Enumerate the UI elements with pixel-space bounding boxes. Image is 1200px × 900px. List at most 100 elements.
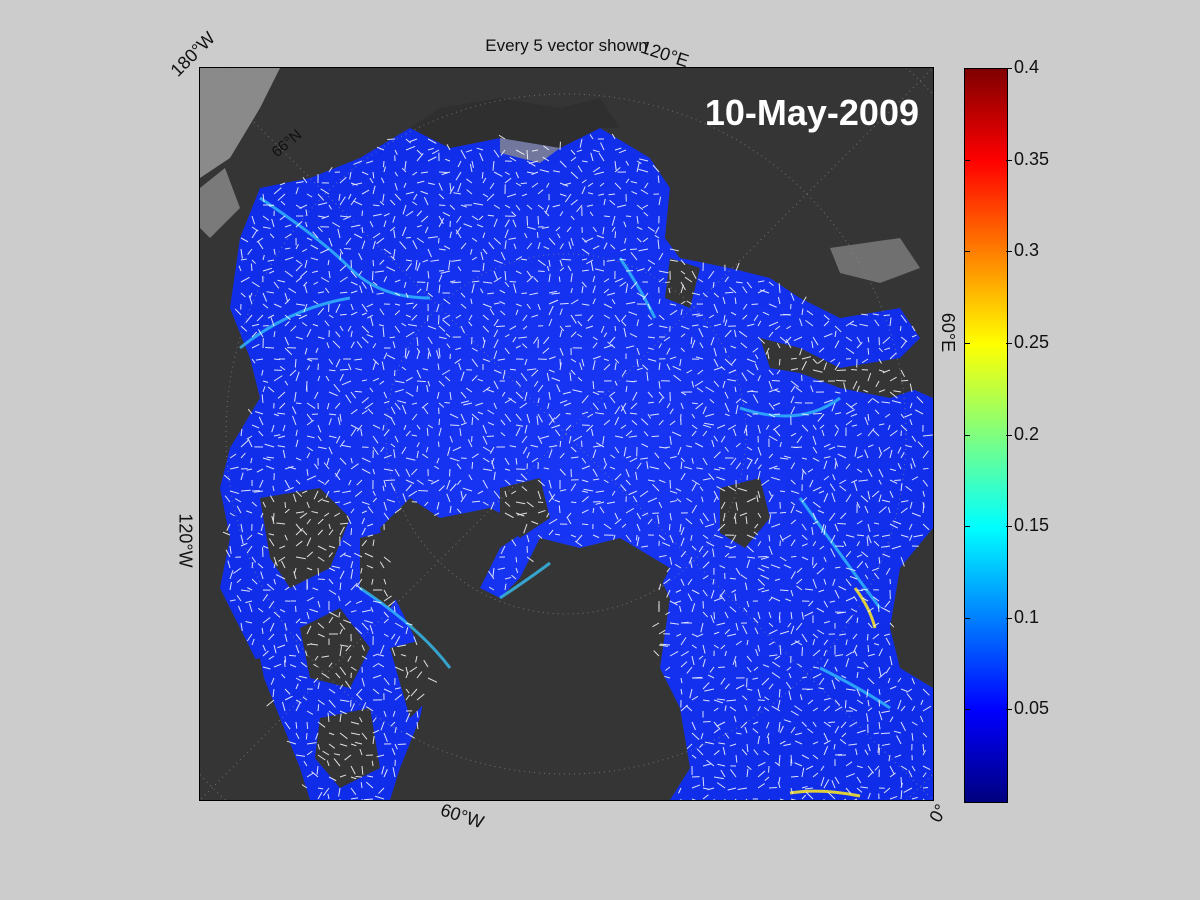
velocity-vector	[405, 210, 414, 217]
velocity-vector	[471, 283, 475, 294]
velocity-vector	[402, 204, 407, 215]
velocity-vector	[717, 523, 726, 532]
velocity-vector	[647, 314, 653, 320]
velocity-vector	[669, 309, 678, 316]
velocity-vector	[738, 330, 748, 338]
velocity-vector	[279, 182, 286, 186]
velocity-vector	[779, 589, 789, 592]
velocity-vector	[266, 291, 275, 294]
velocity-vector	[866, 713, 869, 723]
velocity-vector	[295, 371, 300, 382]
velocity-vector	[801, 497, 808, 503]
velocity-vector	[849, 323, 858, 327]
velocity-vector	[277, 445, 286, 448]
velocity-vector	[251, 578, 258, 585]
velocity-vector	[537, 303, 541, 311]
velocity-vector	[454, 358, 462, 364]
velocity-vector	[333, 383, 341, 393]
velocity-vector	[295, 457, 302, 461]
velocity-vector	[657, 175, 660, 184]
velocity-vector	[300, 270, 308, 278]
velocity-vector	[592, 149, 600, 153]
velocity-vector	[394, 171, 398, 177]
velocity-vector	[909, 383, 913, 393]
velocity-vector	[265, 465, 275, 470]
ice-fast-streaks	[789, 587, 877, 798]
velocity-vector	[482, 193, 489, 198]
colorbar-tick	[1006, 526, 1012, 528]
velocity-vector	[499, 289, 506, 294]
velocity-vector	[922, 479, 929, 487]
velocity-vector	[602, 226, 605, 235]
velocity-vector	[707, 787, 715, 791]
velocity-vector	[823, 779, 830, 789]
velocity-vector	[746, 497, 756, 503]
velocity-vector	[873, 534, 880, 537]
velocity-vector	[760, 556, 770, 560]
velocity-vector	[240, 534, 244, 545]
velocity-vector	[313, 463, 319, 470]
velocity-vector	[552, 204, 561, 208]
velocity-vector	[625, 345, 635, 349]
velocity-vector	[317, 435, 322, 442]
velocity-vector	[713, 729, 719, 734]
velocity-vector	[376, 237, 385, 245]
velocity-vector	[548, 391, 551, 400]
velocity-vector	[493, 149, 500, 158]
velocity-vector	[867, 707, 873, 712]
velocity-vector	[786, 666, 792, 671]
velocity-vector	[335, 331, 341, 338]
velocity-vector	[757, 770, 766, 778]
velocity-vector	[303, 303, 308, 313]
velocity-vector	[504, 334, 510, 338]
velocity-vector	[306, 611, 310, 619]
velocity-vector	[864, 562, 869, 569]
velocity-vector	[317, 202, 328, 206]
velocity-vector	[240, 325, 248, 332]
velocity-vector	[271, 515, 275, 525]
velocity-vector	[771, 672, 781, 679]
velocity-vector	[728, 369, 737, 374]
velocity-vector	[712, 578, 715, 585]
velocity-vector	[295, 732, 300, 740]
velocity-vector	[541, 226, 550, 229]
velocity-vector	[911, 732, 914, 741]
velocity-vector	[504, 576, 512, 580]
velocity-vector	[520, 473, 528, 481]
velocity-vector	[790, 385, 796, 393]
velocity-vector	[845, 615, 853, 624]
velocity-vector	[361, 409, 368, 415]
velocity-vector	[306, 750, 313, 756]
svalbard-islands	[500, 258, 770, 548]
velocity-vector	[559, 267, 565, 272]
velocity-vector	[867, 413, 870, 421]
velocity-vector	[426, 281, 429, 292]
velocity-vector	[295, 244, 299, 250]
velocity-vector	[590, 152, 594, 162]
velocity-vector	[763, 750, 770, 756]
velocity-vector	[779, 490, 786, 493]
velocity-vector	[480, 251, 484, 261]
velocity-vector	[372, 259, 375, 267]
velocity-vector	[680, 677, 683, 684]
velocity-vector	[831, 679, 836, 690]
velocity-vector	[427, 479, 434, 482]
velocity-vector	[292, 585, 297, 591]
velocity-vector	[658, 343, 662, 349]
velocity-vector	[746, 281, 753, 289]
velocity-vector	[917, 441, 924, 448]
velocity-vector	[327, 259, 330, 266]
velocity-vector	[515, 501, 526, 505]
velocity-vector	[757, 336, 766, 344]
velocity-vector	[768, 534, 771, 542]
velocity-vector	[724, 358, 733, 366]
velocity-vector	[922, 503, 925, 514]
velocity-vector	[558, 276, 561, 283]
velocity-vector	[379, 308, 385, 316]
velocity-vector	[812, 435, 817, 445]
velocity-vector	[690, 336, 693, 345]
velocity-vector	[383, 578, 387, 585]
velocity-vector	[911, 796, 918, 800]
velocity-vector	[321, 655, 330, 658]
velocity-vector	[818, 677, 825, 685]
